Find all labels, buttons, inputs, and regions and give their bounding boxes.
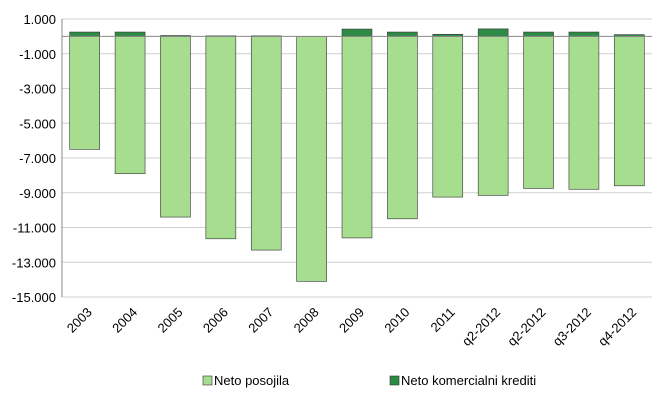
x-tick-label: 2005	[155, 305, 186, 336]
bar	[432, 36, 464, 198]
bar	[160, 36, 191, 218]
bar	[614, 36, 645, 187]
x-tick-label: q3-2012	[550, 305, 594, 349]
bar	[477, 28, 509, 37]
bar	[205, 36, 237, 240]
y-tick-label: -9.000	[19, 186, 56, 201]
bar	[523, 36, 554, 189]
x-tick-label: 2003	[64, 305, 95, 336]
bar	[296, 36, 327, 282]
y-tick-label: -13.000	[12, 255, 56, 270]
legend-swatch	[202, 375, 213, 386]
x-tick-label: 2006	[200, 305, 231, 336]
y-tick-label: -1.000	[19, 47, 56, 62]
y-tick-label: -15.000	[12, 290, 56, 305]
bar	[387, 31, 418, 37]
x-tick-label: 2007	[245, 305, 276, 336]
bar	[114, 31, 146, 37]
y-tick-label: -3.000	[19, 82, 56, 97]
y-tick-label: 1.000	[23, 12, 56, 27]
bar	[523, 31, 554, 37]
legend-swatch	[389, 375, 400, 386]
x-tick-label: q2-2012	[504, 305, 548, 349]
bar	[250, 36, 282, 251]
x-tick-label: q4-2012	[595, 305, 639, 349]
x-tick-label: 2004	[109, 305, 140, 336]
bar	[69, 31, 100, 37]
bar	[568, 36, 600, 190]
x-tick-label: q2-2012	[459, 305, 503, 349]
x-tick-label: 2010	[381, 305, 412, 336]
bar	[477, 36, 509, 196]
bar	[341, 36, 373, 239]
x-tick-label: 2011	[428, 305, 458, 335]
y-tick-label: -5.000	[19, 116, 56, 131]
bar	[387, 36, 418, 220]
x-tick-label: 2008	[291, 305, 322, 336]
legend-label: Neto komercialni krediti	[401, 373, 536, 388]
bar	[114, 36, 146, 174]
bar	[568, 31, 600, 37]
y-tick-label: -7.000	[19, 151, 56, 166]
bar	[69, 36, 100, 150]
legend-label: Neto posojila	[214, 373, 290, 388]
x-tick-label: 2009	[336, 305, 367, 336]
bar	[341, 28, 373, 37]
y-tick-label: -11.000	[13, 221, 56, 236]
